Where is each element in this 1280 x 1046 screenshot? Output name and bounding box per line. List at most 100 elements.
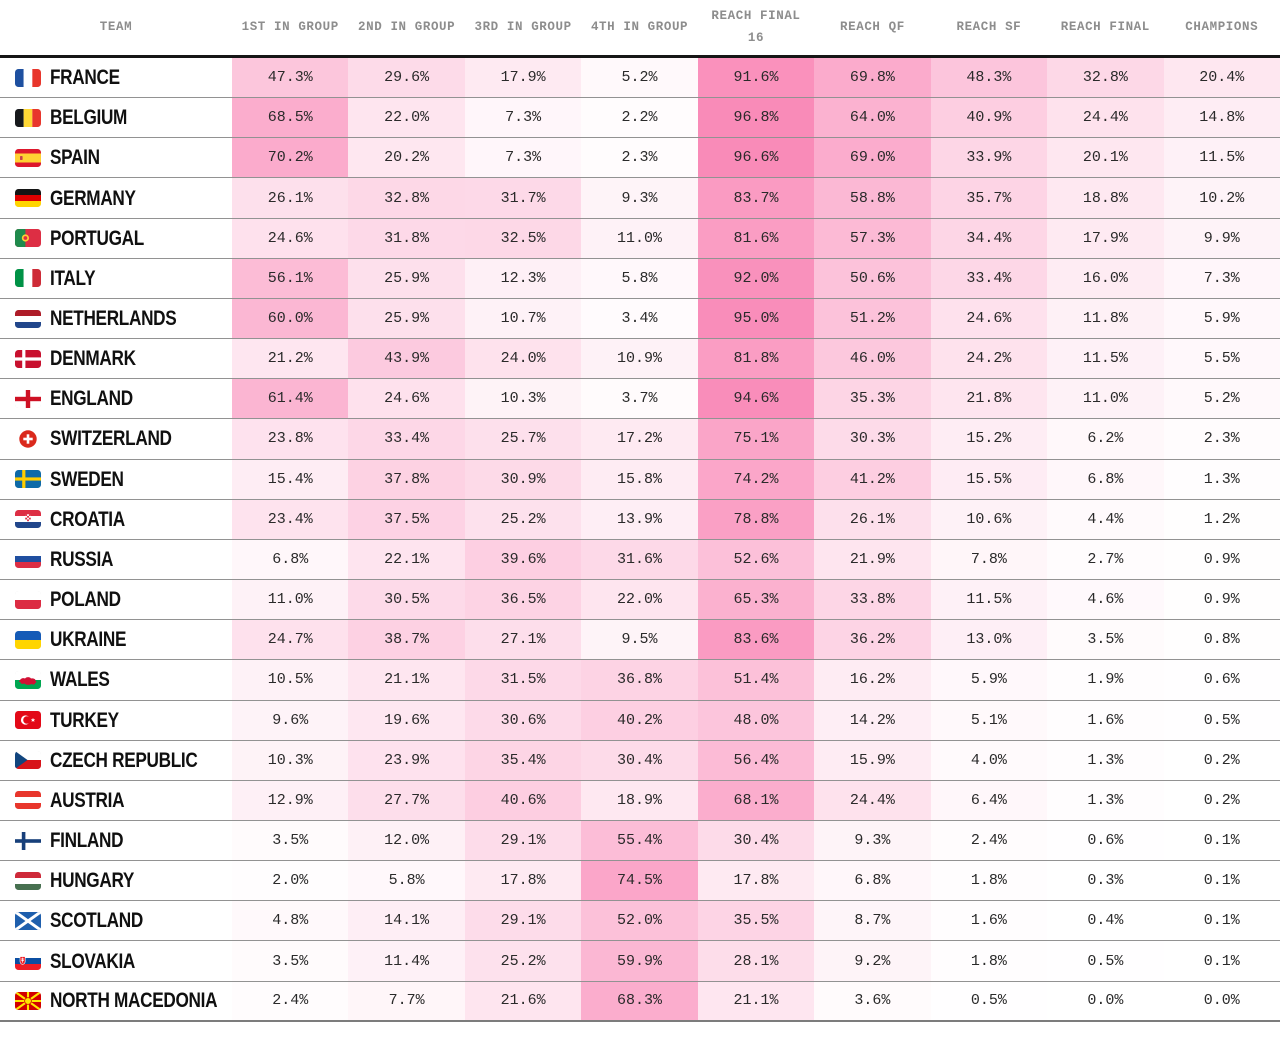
team-cell: RUSSIA xyxy=(0,539,232,580)
value-cell-champions: 0.9% xyxy=(1163,539,1280,580)
team-name: RUSSIA xyxy=(50,546,114,571)
value-cell-4th-in-group: 15.8% xyxy=(581,459,698,499)
flag-russia-icon xyxy=(15,550,41,569)
table-row-croatia: CROATIA 23.4% 37.5% 25.2% 13.9% 78.8% 26.1% 10.… xyxy=(0,499,1280,540)
value-cell-3rd-in-group: 21.6% xyxy=(464,981,582,1020)
value-cell-4th-in-group: 36.8% xyxy=(581,660,698,700)
value-cell-reach-final-16: 81.8% xyxy=(697,339,815,379)
value-cell-champions: 0.2% xyxy=(1163,780,1280,820)
table-row-hungary: HUNGARY 2.0% 5.8% 17.8% 74.5% 17.8% 6.8% 1.8% 0.… xyxy=(0,861,1280,902)
value-cell-3rd-in-group: 7.3% xyxy=(464,98,582,138)
team-cell: POLAND xyxy=(0,580,232,620)
value-cell-reach-final-16: 30.4% xyxy=(697,820,815,861)
value-cell-3rd-in-group: 30.9% xyxy=(464,459,582,499)
flag-scotland-icon xyxy=(15,911,41,930)
flag-north-macedonia-icon xyxy=(15,991,41,1010)
value-cell-reach-sf: 11.5% xyxy=(930,580,1048,620)
team-name: FINLAND xyxy=(50,828,124,853)
flag-belgium-icon xyxy=(15,108,41,127)
value-cell-reach-qf: 16.2% xyxy=(814,660,931,700)
value-cell-1st-in-group: 4.8% xyxy=(232,901,349,941)
value-cell-1st-in-group: 12.9% xyxy=(232,780,349,820)
flag-croatia-icon xyxy=(15,510,41,529)
value-cell-reach-qf: 41.2% xyxy=(814,459,931,499)
value-cell-reach-final: 0.4% xyxy=(1047,901,1164,941)
team-name: PORTUGAL xyxy=(50,225,144,250)
team-name: AUSTRIA xyxy=(50,787,125,812)
team-cell: UKRAINE xyxy=(0,620,232,660)
value-cell-3rd-in-group: 25.2% xyxy=(464,499,582,539)
value-cell-reach-qf: 24.4% xyxy=(814,780,931,820)
table-row-poland: POLAND 11.0% 30.5% 36.5% 22.0% 65.3% 33.8% 11.5… xyxy=(0,580,1280,621)
team-name: NETHERLANDS xyxy=(50,306,177,331)
value-cell-champions: 5.2% xyxy=(1163,379,1280,419)
flag-italy-icon xyxy=(15,269,41,288)
value-cell-reach-final-16: 68.1% xyxy=(697,780,815,820)
value-cell-reach-sf: 4.0% xyxy=(930,740,1048,780)
team-name: FRANCE xyxy=(50,65,120,90)
value-cell-reach-final: 2.7% xyxy=(1047,539,1164,580)
value-cell-4th-in-group: 74.5% xyxy=(581,861,698,901)
value-cell-champions: 1.3% xyxy=(1163,459,1280,499)
value-cell-reach-qf: 64.0% xyxy=(814,98,931,138)
value-cell-reach-final: 0.6% xyxy=(1047,820,1164,861)
value-cell-champions: 0.8% xyxy=(1163,620,1280,660)
value-cell-reach-final: 1.9% xyxy=(1047,660,1164,700)
value-cell-reach-sf: 1.6% xyxy=(930,901,1048,941)
table-row-germany: GERMANY 26.1% 32.8% 31.7% 9.3% 83.7% 58.8% 35.7… xyxy=(0,178,1280,219)
value-cell-champions: 10.2% xyxy=(1163,178,1280,218)
value-cell-champions: 5.9% xyxy=(1163,298,1280,339)
value-cell-3rd-in-group: 35.4% xyxy=(464,740,582,780)
table-row-austria: AUSTRIA 12.9% 27.7% 40.6% 18.9% 68.1% 24.4% 6.4… xyxy=(0,780,1280,821)
value-cell-reach-sf: 2.4% xyxy=(930,820,1048,861)
value-cell-reach-final: 17.9% xyxy=(1047,218,1164,258)
value-cell-reach-sf: 1.8% xyxy=(930,941,1048,981)
team-cell: PORTUGAL xyxy=(0,218,232,258)
value-cell-reach-final: 0.0% xyxy=(1047,981,1164,1020)
value-cell-1st-in-group: 6.8% xyxy=(232,539,349,580)
value-cell-1st-in-group: 24.6% xyxy=(232,218,349,258)
value-cell-reach-final-16: 81.6% xyxy=(697,218,815,258)
table-row-switzerland: SWITZERLAND 23.8% 33.4% 25.7% 17.2% 75.1% 30.3… xyxy=(0,419,1280,460)
table-row-netherlands: NETHERLANDS 60.0% 25.9% 10.7% 3.4% 95.0% 51.2%… xyxy=(0,298,1280,340)
value-cell-reach-sf: 48.3% xyxy=(930,58,1048,98)
team-cell: ENGLAND xyxy=(0,379,232,419)
team-cell: NORTH MACEDONIA xyxy=(0,981,232,1020)
value-cell-4th-in-group: 11.0% xyxy=(581,218,698,258)
value-cell-champions: 0.1% xyxy=(1163,861,1280,901)
value-cell-3rd-in-group: 25.2% xyxy=(464,941,582,981)
flag-portugal-icon xyxy=(15,229,41,248)
value-cell-1st-in-group: 23.4% xyxy=(232,499,349,539)
value-cell-2nd-in-group: 11.4% xyxy=(348,941,465,981)
team-name: SWEDEN xyxy=(50,466,124,491)
value-cell-1st-in-group: 24.7% xyxy=(232,620,349,660)
team-cell: BELGIUM xyxy=(0,98,232,138)
value-cell-reach-qf: 35.3% xyxy=(814,379,931,419)
value-cell-reach-sf: 6.4% xyxy=(930,780,1048,820)
team-name: CZECH REPUBLIC xyxy=(50,747,198,772)
value-cell-reach-qf: 36.2% xyxy=(814,620,931,660)
value-cell-1st-in-group: 61.4% xyxy=(232,379,349,419)
value-cell-4th-in-group: 3.4% xyxy=(581,298,698,339)
value-cell-2nd-in-group: 24.6% xyxy=(348,379,465,419)
value-cell-reach-sf: 10.6% xyxy=(930,499,1048,539)
value-cell-4th-in-group: 31.6% xyxy=(581,539,698,580)
value-cell-3rd-in-group: 32.5% xyxy=(464,218,582,258)
column-header-reach-final-16: REACH FINAL 16 xyxy=(711,8,801,45)
value-cell-2nd-in-group: 22.0% xyxy=(348,98,465,138)
value-cell-reach-final: 1.6% xyxy=(1047,700,1164,740)
team-cell: TURKEY xyxy=(0,700,232,740)
value-cell-reach-final-16: 83.7% xyxy=(697,178,815,218)
table-row-slovakia: SLOVAKIA 3.5% 11.4% 25.2% 59.9% 28.1% 9.2% 1.8%… xyxy=(0,941,1280,982)
table-row-spain: SPAIN 70.2% 20.2% 7.3% 2.3% 96.6% 69.0% 33.9% 20… xyxy=(0,138,1280,179)
value-cell-reach-final-16: 95.0% xyxy=(697,298,815,339)
value-cell-champions: 1.2% xyxy=(1163,499,1280,539)
team-cell: FRANCE xyxy=(0,58,232,98)
value-cell-3rd-in-group: 31.7% xyxy=(464,178,582,218)
value-cell-1st-in-group: 2.0% xyxy=(232,861,349,901)
table-row-sweden: SWEDEN 15.4% 37.8% 30.9% 15.8% 74.2% 41.2% 15.5… xyxy=(0,459,1280,500)
team-cell: FINLAND xyxy=(0,820,232,861)
value-cell-reach-sf: 15.2% xyxy=(930,419,1048,459)
value-cell-2nd-in-group: 30.5% xyxy=(348,580,465,620)
team-name: ENGLAND xyxy=(50,386,133,411)
